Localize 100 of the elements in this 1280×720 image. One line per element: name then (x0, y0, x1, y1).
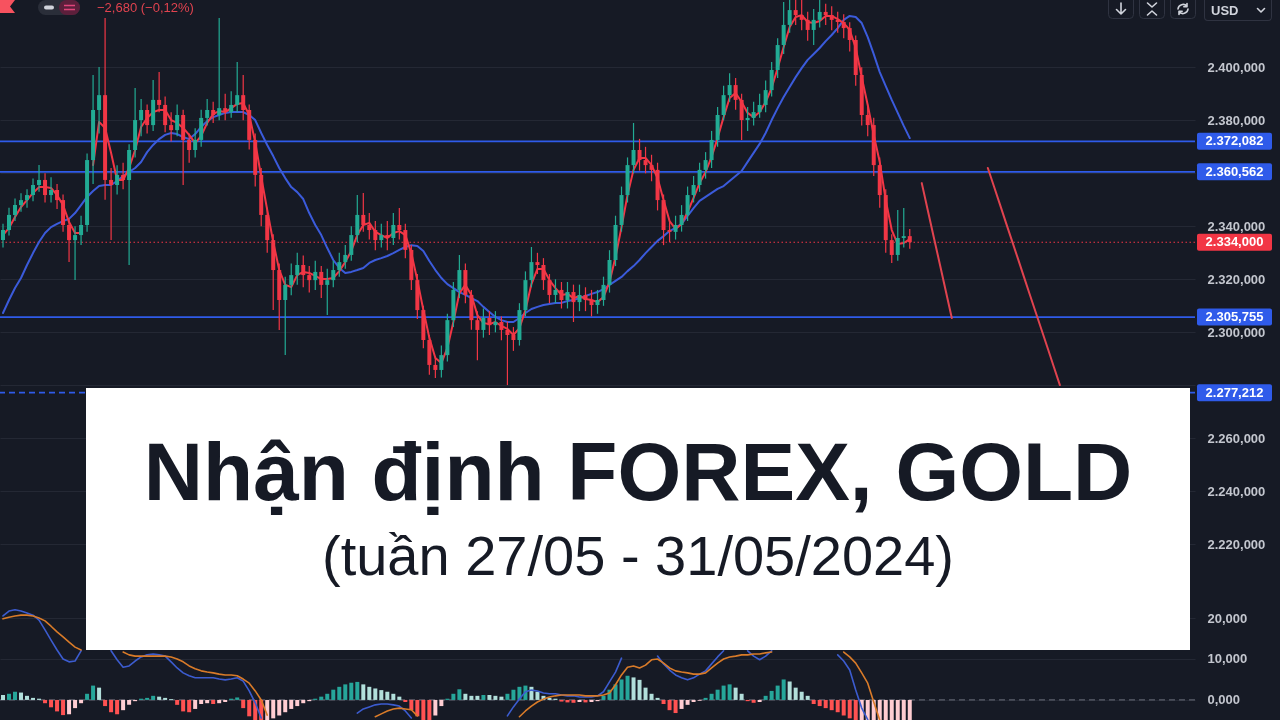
candlestick (241, 74, 246, 121)
bar (601, 695, 606, 700)
bar (73, 699, 78, 709)
bar (829, 699, 834, 711)
bar (103, 699, 108, 707)
candlestick (511, 326, 516, 352)
candlestick (97, 66, 102, 135)
candlestick (583, 286, 588, 312)
bar (391, 693, 396, 700)
bar (367, 686, 372, 700)
bar (457, 689, 462, 700)
bar (757, 699, 762, 702)
candlestick (25, 188, 30, 209)
candlestick (223, 93, 228, 121)
bar (667, 699, 672, 711)
candlestick (901, 207, 906, 249)
bar (91, 685, 96, 700)
candlestick (691, 175, 696, 204)
bar (739, 693, 744, 700)
candlestick (547, 273, 552, 304)
candlestick (697, 162, 702, 193)
candlestick (667, 220, 672, 243)
bar (193, 699, 198, 709)
candlestick (307, 265, 312, 294)
candlestick (343, 244, 348, 270)
bar (673, 699, 678, 714)
bar (775, 685, 780, 700)
y-tick-label: 2.320,000 (1207, 271, 1266, 287)
bar (373, 688, 378, 700)
bar (655, 697, 660, 700)
bar (385, 691, 390, 700)
bar (343, 684, 348, 700)
candlestick (865, 103, 870, 137)
y-tick-label: 2.400,000 (1207, 59, 1266, 75)
bar (1, 695, 5, 700)
bar (643, 687, 648, 700)
bar (763, 695, 768, 700)
candlestick (187, 132, 192, 164)
bar (571, 699, 576, 703)
candlestick (679, 204, 684, 233)
bar (145, 697, 150, 700)
candlestick (769, 61, 774, 98)
candlestick (205, 98, 210, 127)
bar (349, 682, 354, 700)
bar (487, 695, 492, 700)
bar (319, 696, 324, 700)
ref-line-label: 2.334,000 (1205, 234, 1264, 250)
y-tick-label: 0,000 (1207, 692, 1241, 708)
bar (823, 699, 828, 709)
bar (505, 693, 510, 700)
bar (19, 692, 24, 700)
bar (787, 681, 792, 700)
candlestick (31, 178, 36, 202)
bar (589, 699, 594, 702)
bar (517, 686, 522, 700)
bar (751, 699, 756, 703)
candlestick (193, 127, 198, 159)
y-tick-label: 2.260,000 (1207, 430, 1266, 446)
candlestick (283, 276, 288, 356)
candlestick (157, 71, 162, 113)
candlestick (811, 8, 816, 46)
candlestick (703, 151, 708, 180)
candlestick (109, 167, 114, 241)
y-tick-label: 2.300,000 (1207, 324, 1266, 340)
bar (127, 699, 132, 705)
bar (67, 699, 72, 715)
candlestick (553, 278, 558, 304)
candlestick (457, 254, 462, 299)
candlestick (529, 246, 534, 288)
line-series (920, 182, 953, 320)
candlestick (199, 109, 204, 148)
bar (379, 690, 384, 700)
bar (691, 699, 696, 702)
bar (7, 693, 12, 700)
candlestick (565, 281, 570, 310)
candlestick (673, 215, 678, 241)
bar (247, 699, 252, 717)
ref-line-label: 2.305,755 (1205, 309, 1264, 325)
candlestick (481, 307, 486, 339)
bar (433, 699, 438, 716)
candlestick (535, 252, 540, 275)
candlestick (709, 130, 714, 169)
bar (769, 690, 774, 700)
candlestick (541, 257, 546, 291)
bar (283, 699, 288, 713)
bar (331, 689, 336, 700)
bar (631, 677, 636, 700)
candlestick (175, 103, 180, 137)
bar (733, 687, 738, 700)
bar (463, 693, 468, 700)
bar (577, 699, 582, 702)
bar (817, 699, 822, 707)
candlestick (721, 85, 726, 121)
bar (97, 687, 102, 700)
candlestick (733, 77, 738, 111)
line-series (986, 167, 1061, 387)
ref-line-label: 2.277,212 (1205, 384, 1264, 400)
bar (619, 679, 624, 700)
candlestick (391, 212, 396, 246)
bar (703, 697, 708, 700)
